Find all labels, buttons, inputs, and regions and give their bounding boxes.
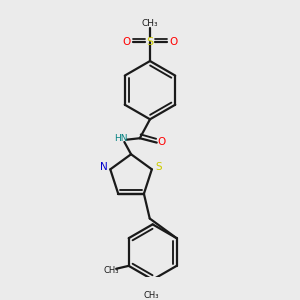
Text: O: O [123, 37, 131, 47]
Text: O: O [157, 137, 166, 147]
Text: HN: HN [114, 134, 128, 143]
Text: N: N [100, 162, 108, 172]
Text: S: S [155, 162, 162, 172]
Text: CH₃: CH₃ [142, 19, 158, 28]
Text: S: S [146, 37, 154, 47]
Text: CH₃: CH₃ [143, 291, 159, 300]
Text: CH₃: CH₃ [103, 266, 119, 275]
Text: O: O [169, 37, 177, 47]
